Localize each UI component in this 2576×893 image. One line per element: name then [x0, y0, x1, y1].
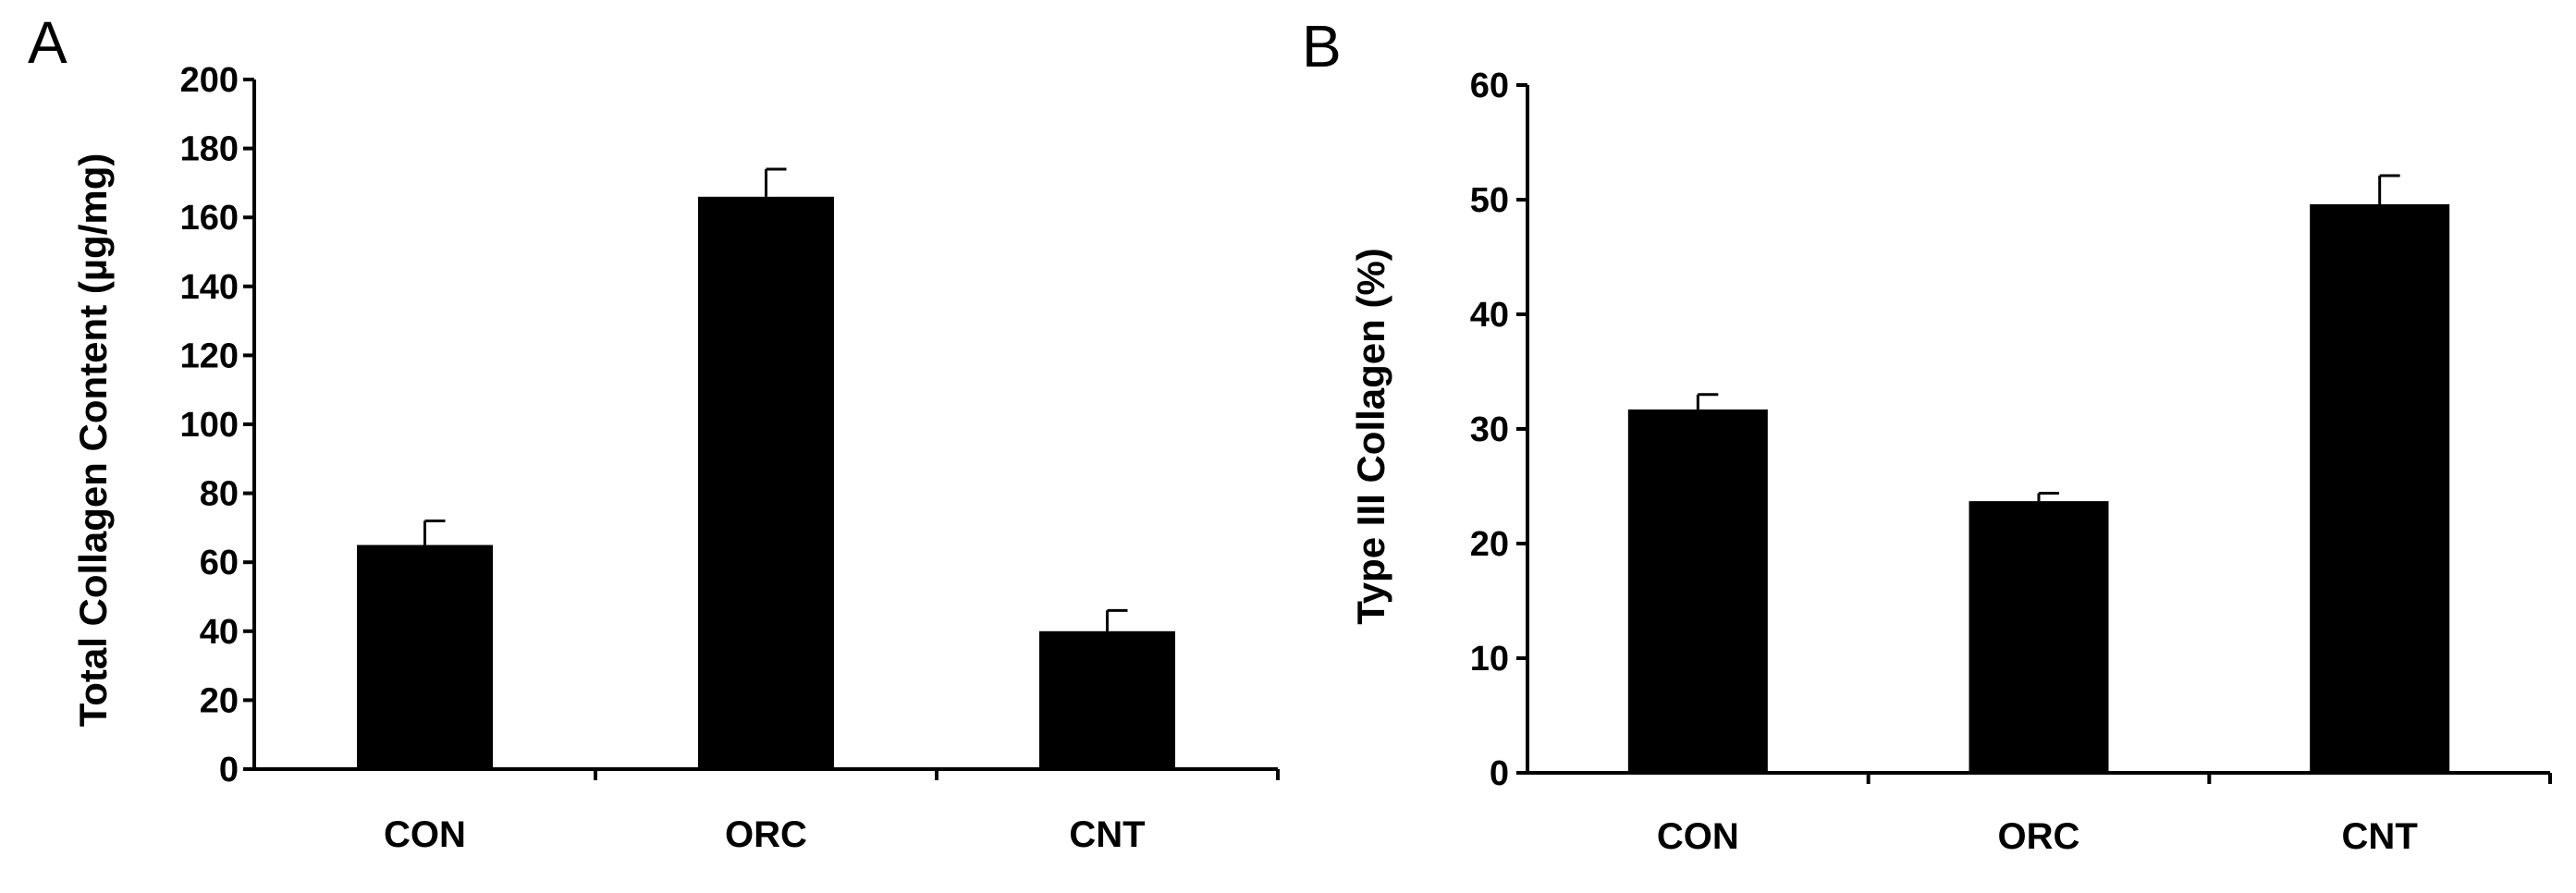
panel-a-y-tick-label: 140: [180, 268, 239, 307]
panel-a-y-tick-label: 20: [200, 681, 239, 720]
panel-b-y-tick-label: 10: [1470, 640, 1509, 679]
panel-a-y-tick-label: 80: [200, 475, 239, 514]
panel-a-y-tick-label: 120: [180, 336, 239, 375]
panel-b-category-label: ORC: [1998, 816, 2080, 857]
panel-b-bar-orc: [1969, 501, 2109, 773]
panel-b-y-tick-label: 20: [1470, 525, 1509, 564]
panel-a-category-label: CON: [384, 814, 466, 855]
panel-b: B Type III Collagen (%) 0 10 20 30 40 50 60 CON…: [1302, 13, 2552, 857]
panel-a-plot: 0 20 40 60 80 100 120 140 160 180 200 CON ORC CNT: [180, 61, 1280, 855]
panel-b-y-tick-label: 0: [1490, 754, 1509, 793]
panel-a-bar-orc: [698, 196, 834, 769]
panel-b-plot: 0 10 20 30 40 50 60 CON ORC CNT: [1470, 67, 2552, 857]
panel-b-y-tick-label: 50: [1470, 181, 1509, 220]
panel-a-y-tick-label: 40: [200, 613, 239, 652]
panel-b-y-tick-label: 40: [1470, 296, 1509, 335]
panel-b-category-label: CNT: [2342, 816, 2418, 857]
panel-a-letter: A: [28, 9, 67, 76]
panel-a-y-tick-label: 60: [200, 544, 239, 582]
panel-a-category-label: ORC: [725, 814, 807, 855]
panel-a: A Total Collagen Content (µg/mg) 0 20 40 60…: [28, 9, 1280, 855]
panel-a-y-axis-title: Total Collagen Content (µg/mg): [71, 153, 115, 728]
panel-a-y-tick-label: 0: [219, 751, 239, 789]
panel-a-category-label: CNT: [1069, 814, 1145, 855]
panel-a-bar-con: [357, 544, 493, 769]
panel-a-y-tick-label: 200: [180, 61, 239, 100]
panel-b-y-axis-title: Type III Collagen (%): [1349, 248, 1392, 625]
panel-b-letter: B: [1302, 13, 1342, 80]
panel-a-bar-cnt: [1039, 630, 1175, 769]
panel-b-y-tick-label: 30: [1470, 410, 1509, 449]
panel-a-y-tick-label: 100: [180, 406, 239, 445]
panel-a-y-tick-label: 160: [180, 199, 239, 238]
panel-b-category-label: CON: [1657, 816, 1739, 857]
panel-a-y-tick-label: 180: [180, 130, 239, 169]
panel-b-y-tick-label: 60: [1470, 67, 1509, 105]
panel-b-bar-cnt: [2310, 203, 2450, 773]
panel-b-bar-con: [1627, 409, 1768, 773]
